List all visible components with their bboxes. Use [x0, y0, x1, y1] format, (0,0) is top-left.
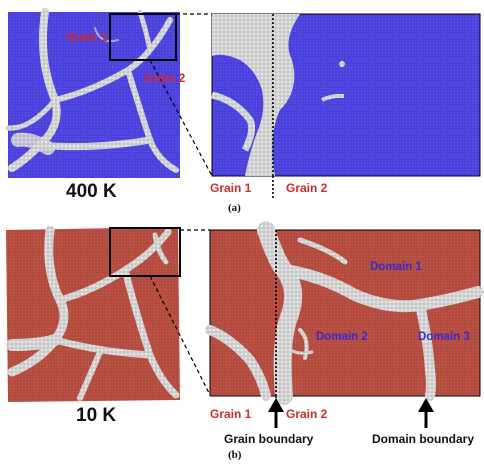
zoom-b-grain-1-label: Grain 1	[210, 407, 252, 421]
domain-1-label: Domain 1	[370, 261, 422, 273]
domain-boundary-arrow	[418, 398, 434, 428]
panel-b-temperature: 10 K	[76, 405, 117, 426]
panel-b-zoom	[205, 221, 484, 408]
domain-boundary-label: Domain boundary	[372, 432, 475, 446]
zoom-a-grain-1-label: Grain 1	[210, 181, 252, 195]
overview-a-grain-1-label: Grain 1	[66, 30, 108, 44]
panel-a-overview	[5, 8, 180, 178]
grain-boundary-label: Grain boundary	[224, 432, 314, 446]
zoom-a-grain-2-label: Grain 2	[286, 181, 328, 195]
domain-2-label: Domain 2	[316, 331, 368, 343]
grain-boundary-arrow	[268, 398, 284, 428]
overview-a-grain-2-label: Grain 2	[144, 71, 186, 85]
domain-3-label: Domain 3	[418, 331, 470, 343]
panel-b-overview	[6, 225, 181, 402]
panel-a-temperature: 400 K	[66, 181, 117, 202]
panel-b-caption: (b)	[228, 449, 242, 461]
zoom-b-grain-2-label: Grain 2	[286, 407, 328, 421]
panel-a-caption: (a)	[228, 202, 241, 214]
panel-a-zoom	[211, 13, 481, 198]
